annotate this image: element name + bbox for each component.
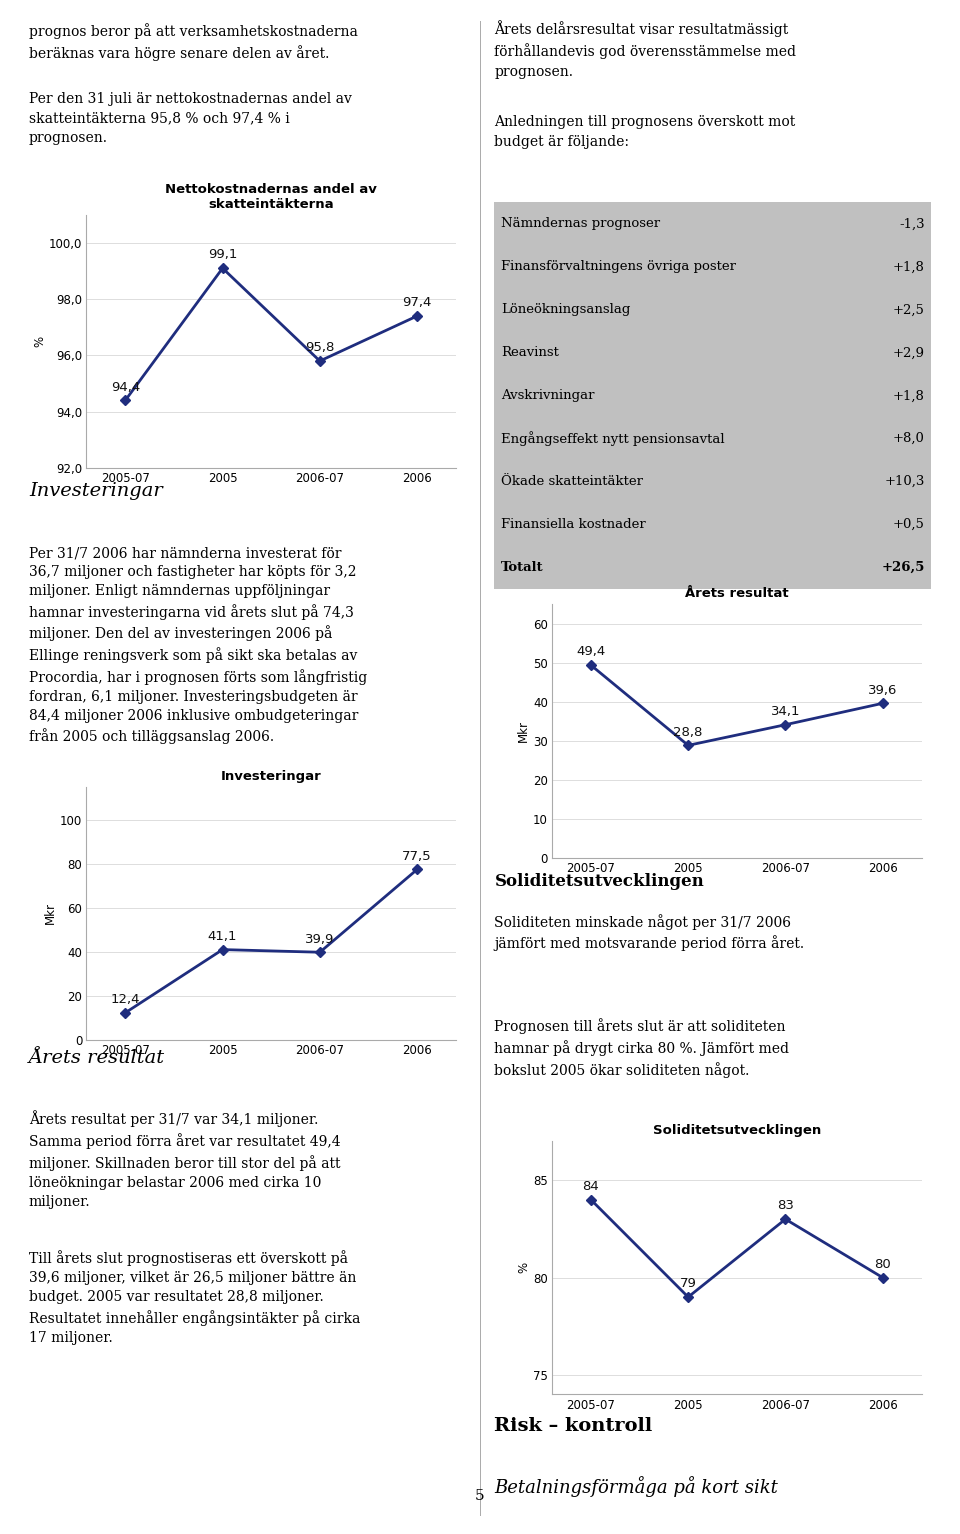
Title: Årets resultat: Årets resultat bbox=[685, 588, 788, 600]
Y-axis label: %: % bbox=[33, 336, 46, 347]
Text: +2,9: +2,9 bbox=[893, 347, 924, 359]
Text: 80: 80 bbox=[875, 1258, 891, 1270]
Text: 77,5: 77,5 bbox=[402, 850, 432, 862]
Text: prognos beror på att verksamhetskostnaderna
beräknas vara högre senare delen av : prognos beror på att verksamhetskostnade… bbox=[29, 23, 358, 61]
Text: Löneökningsanslag: Löneökningsanslag bbox=[501, 304, 631, 316]
Text: Betalningsförmåga på kort sikt: Betalningsförmåga på kort sikt bbox=[494, 1476, 779, 1497]
Text: 28,8: 28,8 bbox=[674, 726, 703, 739]
Text: +1,8: +1,8 bbox=[893, 261, 924, 273]
Text: +8,0: +8,0 bbox=[893, 433, 924, 445]
Text: Finansiella kostnader: Finansiella kostnader bbox=[501, 518, 646, 531]
Text: +0,5: +0,5 bbox=[893, 518, 924, 531]
Text: Risk – kontroll: Risk – kontroll bbox=[494, 1417, 653, 1436]
Text: 5: 5 bbox=[475, 1490, 485, 1503]
Text: Ökade skatteintäkter: Ökade skatteintäkter bbox=[501, 476, 643, 488]
Text: Avskrivningar: Avskrivningar bbox=[501, 390, 594, 402]
Text: Årets resultat per 31/7 var 34,1 miljoner.
Samma period förra året var resultate: Årets resultat per 31/7 var 34,1 miljone… bbox=[29, 1111, 341, 1209]
Text: 39,6: 39,6 bbox=[868, 684, 898, 696]
Text: 84: 84 bbox=[583, 1180, 599, 1193]
Text: 95,8: 95,8 bbox=[305, 341, 334, 354]
Text: Soliditeten minskade något per 31/7 2006
jämfört med motsvarande period förra år: Soliditeten minskade något per 31/7 2006… bbox=[494, 914, 804, 951]
Text: Nämndernas prognoser: Nämndernas prognoser bbox=[501, 218, 660, 230]
Y-axis label: Mkr: Mkr bbox=[517, 719, 530, 742]
Y-axis label: Mkr: Mkr bbox=[44, 902, 58, 925]
Text: Årets delårsresultat visar resultatmässigt
förhållandevis god överensstämmelse m: Årets delårsresultat visar resultatmässi… bbox=[494, 20, 797, 78]
Text: 79: 79 bbox=[680, 1278, 697, 1290]
Text: 83: 83 bbox=[777, 1200, 794, 1212]
Text: 94,4: 94,4 bbox=[110, 380, 140, 394]
Text: Anledningen till prognosens överskott mot
budget är följande:: Anledningen till prognosens överskott mo… bbox=[494, 115, 796, 149]
Text: Reavinst: Reavinst bbox=[501, 347, 559, 359]
Text: 12,4: 12,4 bbox=[110, 992, 140, 1006]
Text: Per den 31 juli är nettokostnadernas andel av
skatteintäkterna 95,8 % och 97,4 %: Per den 31 juli är nettokostnadernas and… bbox=[29, 92, 351, 146]
Y-axis label: %: % bbox=[517, 1262, 530, 1273]
Text: -1,3: -1,3 bbox=[899, 218, 924, 230]
Text: Årets resultat: Årets resultat bbox=[29, 1049, 165, 1068]
Text: 97,4: 97,4 bbox=[402, 296, 432, 310]
Text: Engångseffekt nytt pensionsavtal: Engångseffekt nytt pensionsavtal bbox=[501, 431, 725, 446]
Text: +26,5: +26,5 bbox=[881, 561, 924, 574]
Title: Nettokostnadernas andel av
skatteintäkterna: Nettokostnadernas andel av skatteintäkte… bbox=[165, 183, 377, 210]
Text: 39,9: 39,9 bbox=[305, 933, 334, 945]
Text: Till årets slut prognostiseras ett överskott på
39,6 miljoner, vilket är 26,5 mi: Till årets slut prognostiseras ett övers… bbox=[29, 1250, 360, 1345]
Text: Prognosen till årets slut är att soliditeten
hamnar på drygt cirka 80 %. Jämfört: Prognosen till årets slut är att solidit… bbox=[494, 1019, 789, 1078]
Text: Finansförvaltningens övriga poster: Finansförvaltningens övriga poster bbox=[501, 261, 736, 273]
Text: Per 31/7 2006 har nämnderna investerat för
36,7 miljoner och fastigheter har köp: Per 31/7 2006 har nämnderna investerat f… bbox=[29, 546, 367, 744]
Text: +2,5: +2,5 bbox=[893, 304, 924, 316]
Title: Soliditetsutvecklingen: Soliditetsutvecklingen bbox=[653, 1124, 821, 1137]
Title: Investeringar: Investeringar bbox=[221, 770, 322, 782]
Text: Soliditetsutvecklingen: Soliditetsutvecklingen bbox=[494, 873, 704, 890]
Text: 49,4: 49,4 bbox=[576, 646, 606, 658]
FancyBboxPatch shape bbox=[494, 202, 931, 589]
Text: 41,1: 41,1 bbox=[207, 930, 237, 943]
Text: +10,3: +10,3 bbox=[884, 476, 924, 488]
Text: 99,1: 99,1 bbox=[208, 249, 237, 261]
Text: +1,8: +1,8 bbox=[893, 390, 924, 402]
Text: 34,1: 34,1 bbox=[771, 706, 801, 718]
Text: Totalt: Totalt bbox=[501, 561, 543, 574]
Text: Investeringar: Investeringar bbox=[29, 482, 162, 500]
